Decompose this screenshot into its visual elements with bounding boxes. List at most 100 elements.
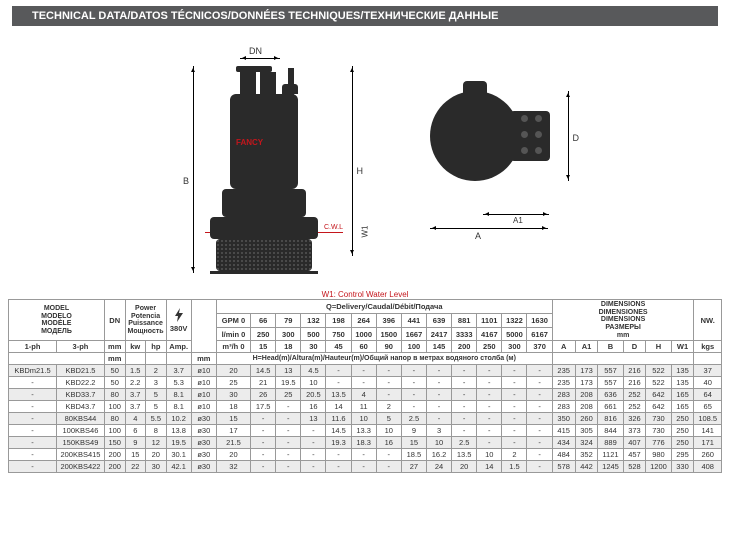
table-cell: - xyxy=(452,425,477,437)
table-cell: 200 xyxy=(104,449,125,461)
table-head: MODELMODELO MODÈLEМОДЕЛЬ DN PowerPotenci… xyxy=(9,300,722,365)
data-table-wrap: MODELMODELO MODÈLEМОДЕЛЬ DN PowerPotenci… xyxy=(0,299,730,481)
table-cell: 844 xyxy=(598,425,623,437)
table-cell: 19.3 xyxy=(326,437,351,449)
table-cell: - xyxy=(9,377,57,389)
table-cell: 40 xyxy=(694,377,722,389)
table-cell: 408 xyxy=(694,461,722,473)
table-cell: - xyxy=(276,413,301,425)
table-cell: - xyxy=(527,389,552,401)
table-cell: - xyxy=(376,377,401,389)
table-cell: 2 xyxy=(502,449,527,461)
table-cell: 50 xyxy=(104,365,125,377)
table-cell: - xyxy=(276,449,301,461)
table-cell: 24 xyxy=(426,461,451,473)
table-cell: 216 xyxy=(623,377,646,389)
table-cell: - xyxy=(527,413,552,425)
table-cell: 730 xyxy=(646,413,671,425)
table-cell: 9 xyxy=(401,425,426,437)
table-cell: - xyxy=(9,449,57,461)
table-cell: 5.3 xyxy=(166,377,191,389)
table-cell: - xyxy=(9,461,57,473)
table-cell: 14 xyxy=(326,401,351,413)
table-cell: 252 xyxy=(623,389,646,401)
table-cell: - xyxy=(426,389,451,401)
table-cell: - xyxy=(502,389,527,401)
table-cell: 1.5 xyxy=(502,461,527,473)
table-cell: 19.5 xyxy=(166,437,191,449)
table-cell: - xyxy=(452,377,477,389)
table-cell: 1200 xyxy=(646,461,671,473)
table-cell: - xyxy=(276,461,301,473)
table-cell: 17.5 xyxy=(251,401,276,413)
table-cell: 776 xyxy=(646,437,671,449)
table-cell: ø10 xyxy=(191,401,216,413)
table-cell: 2.5 xyxy=(401,413,426,425)
table-cell: 141 xyxy=(694,425,722,437)
table-cell: 3.7 xyxy=(125,389,146,401)
table-cell: 8 xyxy=(146,425,167,437)
table-cell: 16 xyxy=(301,401,326,413)
table-cell: 330 xyxy=(671,461,694,473)
table-cell: - xyxy=(301,449,326,461)
table-cell: 283 xyxy=(552,401,575,413)
table-cell: - xyxy=(502,401,527,413)
table-cell: 13 xyxy=(301,413,326,425)
table-cell: 80KBS44 xyxy=(56,413,104,425)
table-cell: - xyxy=(351,449,376,461)
table-cell: 10 xyxy=(351,413,376,425)
table-cell: 19.5 xyxy=(276,377,301,389)
table-cell: 235 xyxy=(552,377,575,389)
table-cell: ø10 xyxy=(191,377,216,389)
table-cell: - xyxy=(426,413,451,425)
dim-header: DIMENSIONSDIMENSIONES DIMENSIONSРАЗМЕРЫ … xyxy=(552,300,694,341)
table-cell: 8.1 xyxy=(166,401,191,413)
table-cell: 165 xyxy=(671,401,694,413)
table-cell: - xyxy=(251,425,276,437)
gpm-label: GPM 0 xyxy=(216,313,250,327)
table-row: -KBD22.2502.235.3ø10252119.510---------2… xyxy=(9,377,722,389)
table-cell: 14.5 xyxy=(326,425,351,437)
table-cell: 30 xyxy=(146,461,167,473)
table-cell: 5 xyxy=(146,401,167,413)
table-cell: 13.5 xyxy=(326,389,351,401)
table-cell: 21 xyxy=(251,377,276,389)
table-cell: - xyxy=(452,413,477,425)
table-row: -80KBS448045.510.2ø3015--1311.61052.5---… xyxy=(9,413,722,425)
table-cell: 20 xyxy=(216,365,250,377)
table-cell: 522 xyxy=(646,365,671,377)
table-cell: ø10 xyxy=(191,389,216,401)
table-cell: 18.3 xyxy=(351,437,376,449)
table-cell: 135 xyxy=(671,365,694,377)
table-cell: 324 xyxy=(575,437,598,449)
table-cell: 407 xyxy=(623,437,646,449)
table-cell: 42.1 xyxy=(166,461,191,473)
table-cell: 3 xyxy=(426,425,451,437)
table-cell: 522 xyxy=(646,377,671,389)
table-cell: - xyxy=(477,365,502,377)
table-cell: 13 xyxy=(276,365,301,377)
table-cell: - xyxy=(326,377,351,389)
header-title: TECHNICAL DATA/DATOS TÉCNICOS/DONNÉES TE… xyxy=(32,10,499,22)
table-cell: KBDm21.5 xyxy=(9,365,57,377)
table-cell: 350 xyxy=(552,413,575,425)
table-cell: - xyxy=(376,461,401,473)
table-cell: 642 xyxy=(646,389,671,401)
table-cell: - xyxy=(401,389,426,401)
table-cell: 21.5 xyxy=(216,437,250,449)
table-cell: 260 xyxy=(575,413,598,425)
table-cell: KBD22.2 xyxy=(56,377,104,389)
table-cell: 2.5 xyxy=(452,437,477,449)
table-cell: KBD43.7 xyxy=(56,401,104,413)
table-cell: - xyxy=(301,437,326,449)
table-cell: 528 xyxy=(623,461,646,473)
d-label: D xyxy=(573,133,580,143)
table-row: -150KBS4915091219.5ø3021.5---19.318.3161… xyxy=(9,437,722,449)
table-cell: 15 xyxy=(401,437,426,449)
table-cell: - xyxy=(376,389,401,401)
table-cell: 10.2 xyxy=(166,413,191,425)
table-cell: 3.7 xyxy=(166,365,191,377)
table-cell: 2.2 xyxy=(125,377,146,389)
table-cell: - xyxy=(426,401,451,413)
table-cell: 250 xyxy=(671,413,694,425)
